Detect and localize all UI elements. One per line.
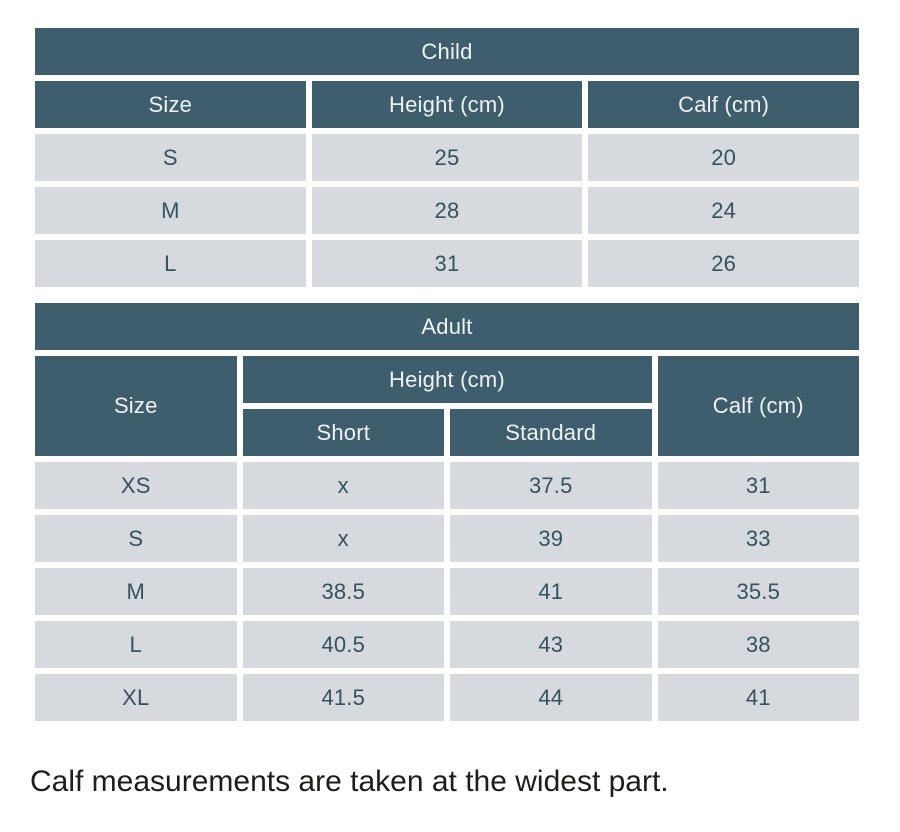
table-cell: 38 [657,621,859,668]
table-cell: 38.5 [242,568,444,615]
caption: Calf measurements are taken at the wides… [30,765,669,798]
table-cell: 20 [588,134,859,181]
table-cell: M [35,568,237,615]
table-cell: 26 [588,240,859,287]
adult-col-header-short: Short [242,409,444,456]
table-cell: 33 [657,515,859,562]
table-cell: 40.5 [242,621,444,668]
table-cell: 24 [588,187,859,234]
table-cell: 31 [311,240,583,287]
child-header-row: Size Height (cm) Calf (cm) [35,81,859,128]
table-row: XL 41.5 44 41 [35,674,859,721]
table-cell: 41 [657,674,859,721]
table-row: L 31 26 [35,240,859,287]
table-cell: XS [35,462,237,509]
table-row: M 38.5 41 35.5 [35,568,859,615]
table-cell: 43 [450,621,652,668]
table-cell: 37.5 [450,462,652,509]
adult-col-header-size: Size [35,356,237,456]
table-cell: 44 [450,674,652,721]
child-col-header-calf: Calf (cm) [588,81,859,128]
child-size-table: Child Size Height (cm) Calf (cm) S 25 20… [29,22,865,293]
child-col-header-height: Height (cm) [311,81,583,128]
table-cell: 39 [450,515,652,562]
adult-col-header-height-group: Height (cm) [242,356,652,403]
table-cell: L [35,240,306,287]
table-cell: XL [35,674,237,721]
table-cell: 35.5 [657,568,859,615]
adult-title-row: Adult [35,303,859,350]
table-row: M 28 24 [35,187,859,234]
table-cell: L [35,621,237,668]
adult-table-title: Adult [35,303,859,350]
adult-size-table: Adult Size Height (cm) Calf (cm) Short S… [29,297,865,727]
table-cell: M [35,187,306,234]
table-cell: 28 [311,187,583,234]
table-cell: x [242,515,444,562]
table-cell: 41.5 [242,674,444,721]
table-cell: 41 [450,568,652,615]
child-title-row: Child [35,28,859,75]
table-cell: 25 [311,134,583,181]
adult-header-row-top: Size Height (cm) Calf (cm) [35,356,859,456]
table-row: S x 39 33 [35,515,859,562]
table-row: XS x 37.5 31 [35,462,859,509]
table-cell: S [35,134,306,181]
table-cell: S [35,515,237,562]
adult-col-header-calf: Calf (cm) [657,356,859,456]
adult-header-row-sub: Short Standard [35,409,859,456]
child-table-title: Child [35,28,859,75]
child-col-header-size: Size [35,81,306,128]
table-cell: x [242,462,444,509]
table-row: S 25 20 [35,134,859,181]
table-cell: 31 [657,462,859,509]
table-row: L 40.5 43 38 [35,621,859,668]
adult-col-header-standard: Standard [450,409,652,456]
